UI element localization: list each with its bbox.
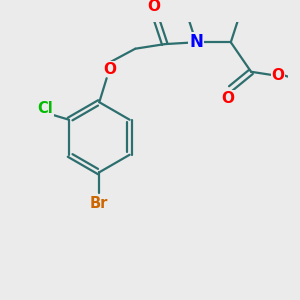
Text: Br: Br (90, 196, 109, 211)
Text: O: O (147, 0, 160, 14)
Text: O: O (103, 61, 116, 76)
Text: O: O (221, 91, 235, 106)
Text: Cl: Cl (37, 101, 53, 116)
Text: N: N (189, 33, 203, 51)
Text: O: O (271, 68, 284, 83)
